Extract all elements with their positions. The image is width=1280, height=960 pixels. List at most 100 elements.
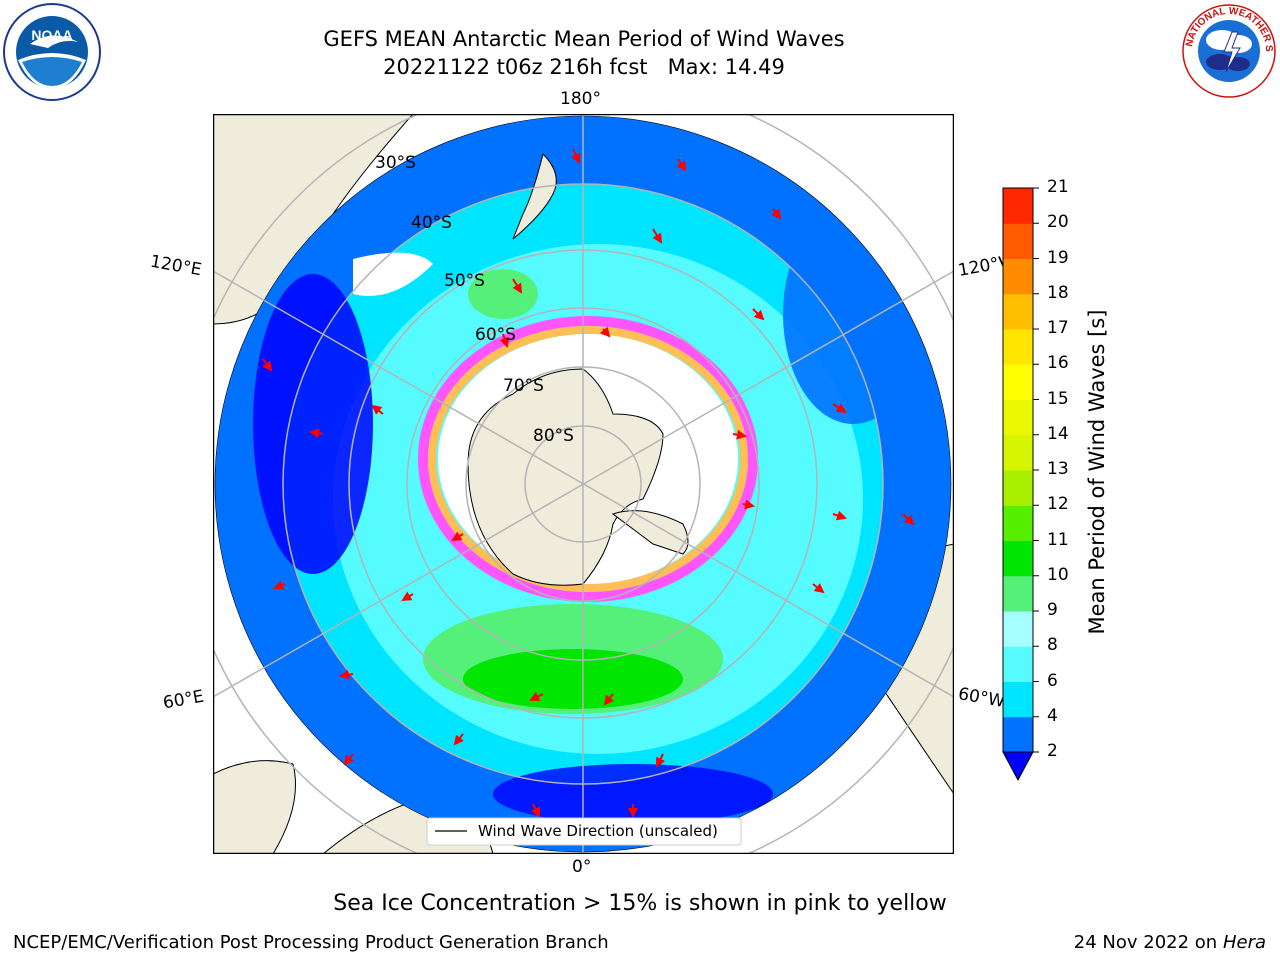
colorbar-segment (1003, 681, 1033, 718)
colorbar-tick-label: 9 (1047, 600, 1058, 620)
colorbar-segment (1003, 540, 1033, 577)
colorbar-tick-label: 13 (1047, 459, 1069, 479)
colorbar-tick-label: 2 (1047, 741, 1058, 761)
colorbar-segment (1003, 188, 1033, 224)
colorbar-ticks (1033, 187, 1039, 753)
lat-label-60s: 60°S (475, 325, 516, 345)
forecast-run: 20221122 t06z 216h fcst (383, 55, 648, 79)
noaa-logo-text: NOAA (31, 27, 72, 43)
colorbar-tick-label: 20 (1047, 212, 1069, 233)
colorbar-tick-label: 16 (1047, 353, 1069, 374)
sea-ice-edge-yellow (428, 326, 748, 592)
chart-subtitle: 20221122 t06z 216h fcst Max: 14.49 (0, 55, 1168, 79)
wave-arrow (752, 308, 765, 321)
colorbar-segment (1003, 505, 1033, 541)
colorbar-tick-label: 11 (1047, 529, 1069, 550)
colorbar-tick-label: 18 (1047, 282, 1069, 303)
graticule (213, 114, 954, 854)
lon-label-180: 180° (560, 89, 601, 109)
colorbar-segment (1003, 575, 1033, 612)
lat-label-50s: 50°S (444, 271, 485, 291)
legend-label: Wind Wave Direction (unscaled) (478, 822, 718, 840)
colorbar-segment (1003, 329, 1033, 365)
colorbar-tick-label: 15 (1047, 388, 1069, 409)
wave-arrow (401, 591, 414, 602)
wave-period-underflow-west (253, 274, 373, 574)
wave-arrow (273, 580, 286, 590)
colorbar-tick-label: 4 (1047, 705, 1058, 726)
colorbar-segment (1003, 470, 1033, 506)
lat-label-40s: 40°S (411, 213, 452, 233)
sea-ice-caption: Sea Ice Concentration > 15% is shown in … (333, 891, 947, 916)
wave-arrow (309, 428, 324, 439)
colorbar-title: Mean Period of Wind Waves [s] (1085, 309, 1109, 635)
colorbar-tick-label: 6 (1047, 670, 1058, 691)
sea-ice-edge-pink (418, 316, 758, 602)
wave-period-underflow-south (493, 764, 773, 824)
colorbar-segment (1003, 399, 1033, 436)
ice-patch-north (353, 252, 433, 296)
wave-arrow (529, 691, 544, 701)
wave-arrow (832, 403, 847, 414)
lon-label-60w: 60°W (956, 684, 1007, 712)
footer-date-text: 24 Nov 2022 on (1073, 932, 1218, 953)
wave-arrow (676, 158, 687, 172)
wave-arrow (742, 499, 755, 510)
colorbar-segment (1003, 716, 1033, 753)
colorbar-segment (1003, 646, 1033, 682)
colorbar-segment (1003, 258, 1033, 295)
wave-arrow (343, 753, 354, 766)
noaa-logo-icon: NOAA (3, 3, 101, 101)
antarctic-map: 30°S 40°S 50°S 60°S 70°S 80°S Wind Wave … (213, 114, 954, 854)
chart-title: GEFS MEAN Antarctic Mean Period of Wind … (323, 27, 845, 51)
colorbar-segment (1003, 223, 1033, 259)
colorbar (1002, 187, 1039, 782)
wave-arrow (453, 733, 464, 746)
lon-label-120e: 120°E (148, 251, 204, 281)
colorbar-tick-label: 10 (1047, 564, 1069, 585)
wave-arrow (652, 228, 663, 244)
lon-label-60e: 60°E (161, 686, 206, 714)
nws-logo-icon: NATIONAL WEATHER SERVICE (1180, 2, 1276, 98)
colorbar-segments (1003, 188, 1033, 753)
wave-arrow (571, 148, 581, 164)
wave-arrow (732, 429, 747, 440)
wave-arrow (499, 333, 510, 348)
antarctica-land (467, 368, 664, 586)
wind-wave-arrows (262, 148, 915, 818)
wave-period-band-10-11 (463, 649, 683, 709)
wave-arrow (656, 753, 666, 768)
wave-arrow (599, 326, 611, 338)
wave-arrow (339, 669, 354, 680)
colorbar-tick-labels: 2 4 6 8 9 10 11 12 13 14 15 16 17 18 19 20 21 (1047, 177, 1087, 782)
lat-label-30s: 30°S (375, 153, 416, 173)
footer-host: Hera (1222, 932, 1266, 953)
wave-arrow (512, 278, 523, 294)
wave-arrow (771, 208, 782, 220)
colorbar-tick-label: 12 (1047, 494, 1069, 515)
colorbar-segment (1003, 611, 1033, 647)
new-zealand-land (512, 153, 557, 240)
colorbar-tick-label: 14 (1047, 423, 1069, 444)
colorbar-tick-label: 21 (1047, 177, 1069, 197)
colorbar-tick-label: 8 (1047, 635, 1058, 656)
colorbar-segment (1003, 293, 1033, 330)
colorbar-segment (1003, 434, 1033, 471)
max-value: Max: 14.49 (667, 55, 785, 79)
wave-arrow (902, 513, 915, 526)
antarctic-peninsula-land (611, 510, 689, 555)
lat-label-70s: 70°S (503, 376, 544, 396)
wave-arrow (832, 510, 847, 521)
colorbar-tick-label: 17 (1047, 318, 1069, 338)
lat-label-80s: 80°S (533, 426, 574, 446)
wave-arrow (603, 693, 614, 706)
wave-arrow (371, 404, 384, 415)
colorbar-segment (1003, 364, 1033, 400)
wave-arrow (812, 583, 825, 594)
colorbar-underflow-triangle (1002, 751, 1034, 782)
madagascar-land (213, 760, 296, 854)
colorbar-tick-label: 19 (1047, 247, 1069, 268)
footer-credit: NCEP/EMC/Verification Post Processing Pr… (13, 932, 609, 953)
wave-arrow (451, 531, 464, 542)
wave-period-band-9-10-north (468, 269, 538, 319)
